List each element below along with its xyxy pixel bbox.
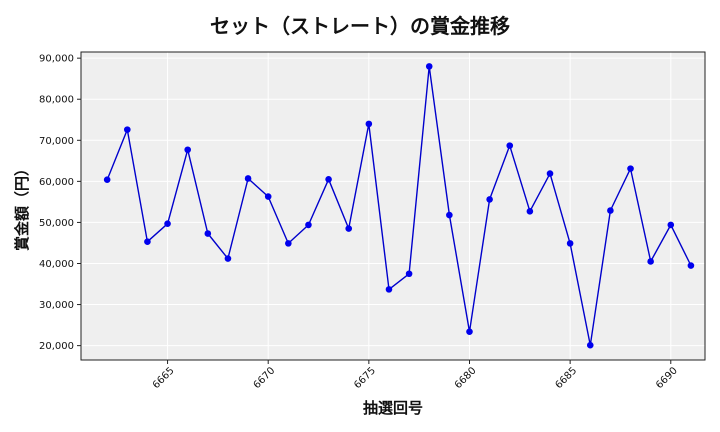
y-tick-label: 30,000	[39, 300, 74, 311]
y-tick-label: 80,000	[39, 95, 74, 106]
x-tick-label: 6670	[252, 365, 278, 391]
data-point	[224, 255, 232, 262]
data-point	[566, 240, 574, 247]
data-point	[647, 258, 654, 265]
y-tick-label: 70,000	[39, 136, 74, 147]
data-point	[123, 126, 131, 133]
data-point	[466, 328, 473, 335]
data-point	[425, 63, 433, 70]
y-axis-label: 賞金額（円）	[13, 161, 31, 251]
data-point	[144, 238, 151, 246]
x-tick-label: 6665	[151, 365, 177, 391]
data-point	[627, 165, 634, 172]
data-point	[345, 225, 353, 232]
x-tick-label: 6680	[453, 365, 479, 391]
data-point	[103, 176, 111, 184]
data-point	[365, 120, 373, 128]
data-point	[546, 170, 554, 177]
plot-frame	[80, 51, 706, 361]
y-tick-label: 90,000	[39, 54, 74, 65]
data-point	[325, 176, 332, 183]
data-point	[667, 221, 675, 229]
y-tick-label: 50,000	[39, 218, 74, 229]
x-axis-label: 抽選回号	[363, 399, 423, 417]
y-tick-label: 40,000	[39, 259, 74, 270]
data-point	[164, 220, 171, 227]
series-line	[106, 65, 692, 346]
data-series	[103, 63, 695, 349]
data-point	[586, 341, 594, 349]
x-tick-label: 6675	[352, 365, 378, 391]
chart-title: セット（ストレート）の賞金推移	[210, 14, 510, 38]
data-point	[486, 196, 493, 203]
y-tick-label: 60,000	[39, 177, 74, 188]
data-point	[264, 193, 272, 200]
data-point	[244, 175, 252, 182]
data-point	[285, 240, 292, 247]
data-point	[204, 230, 212, 237]
plot-area	[81, 52, 705, 360]
data-point	[607, 207, 614, 214]
data-point	[687, 262, 695, 269]
data-point	[184, 146, 191, 154]
data-point	[446, 211, 453, 219]
data-point	[405, 270, 413, 278]
data-point	[385, 286, 393, 293]
grid	[81, 52, 705, 360]
data-point	[506, 142, 514, 149]
data-point	[526, 208, 534, 215]
y-tick-label: 20,000	[39, 341, 74, 352]
x-tick-label: 6690	[654, 365, 680, 391]
data-point	[305, 221, 312, 229]
x-tick-label: 6685	[553, 365, 579, 391]
